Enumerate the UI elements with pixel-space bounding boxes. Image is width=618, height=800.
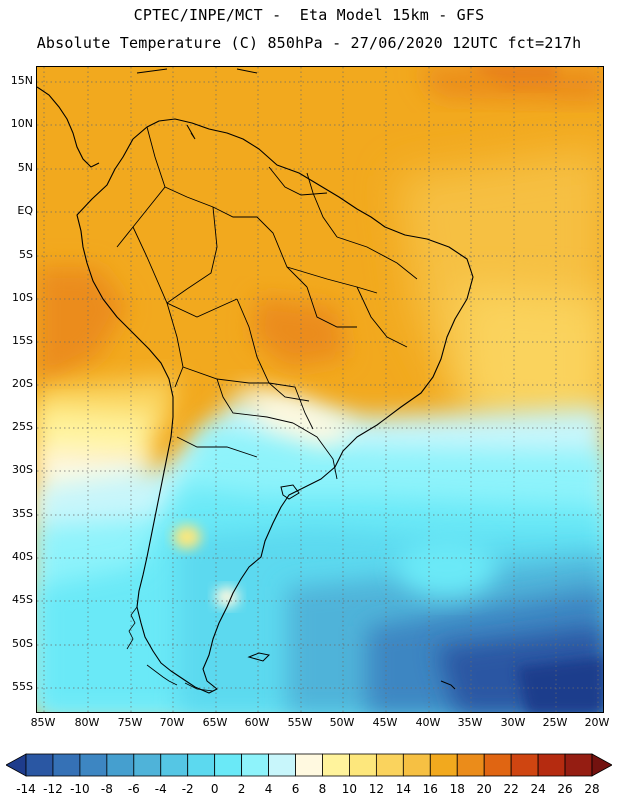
caribbean-coastline [136,68,258,140]
lon-label: 50W [329,716,355,729]
lat-label: 5S [19,248,33,261]
map-canvas [37,67,603,712]
colorbar-swatch [187,753,216,777]
chart-title-line-1: CPTEC/INPE/MCT - Eta Model 15km - GFS [133,6,485,24]
colorbar-swatch [160,753,189,777]
colorbar-label: 4 [264,782,273,796]
colorbar-label: 18 [449,782,465,796]
colorbar-label: 2 [237,782,246,796]
lat-label: 55S [12,680,33,693]
lagoon-uruguay [280,484,300,500]
colorbar-swatch [25,753,54,777]
colorbar-swatch [133,753,162,777]
lat-label: 45S [12,593,33,606]
colorbar-label: 6 [291,782,300,796]
south-georgia [440,680,456,690]
colorbar-label: 12 [368,782,385,796]
lat-label: 40S [12,550,33,563]
country-borders [116,126,418,480]
colorbar-label: 24 [530,782,546,796]
lat-label: 20S [12,377,33,390]
colorbar-swatch [429,753,458,777]
colorbar-label: 16 [422,782,438,796]
colorbar-swatch [214,753,243,777]
colorbar-swatch [402,753,431,777]
colorbar-swatch [52,753,81,777]
lon-label: 85W [30,716,56,729]
colorbar [6,753,612,777]
lon-label: 55W [287,716,313,729]
colorbar-label: 26 [557,782,573,796]
lon-label: 35W [457,716,483,729]
field-continent-warm [252,297,347,367]
colorbar-label: -12 [43,782,63,796]
colorbar-label: -2 [181,782,194,796]
colorbar-label: -14 [16,782,36,796]
lat-label: 25S [12,420,33,433]
colorbar-label: 28 [584,782,600,796]
field-patagonia-patch [173,525,201,549]
colorbar-label: -6 [127,782,140,796]
lon-label: 40W [415,716,441,729]
southern-archipelago [126,606,214,692]
colorbar-arrow-left [6,753,27,777]
lon-label: 70W [159,716,185,729]
lat-label: 5N [17,161,33,174]
field-warm-ne [417,67,603,102]
colorbar-swatch [510,753,539,777]
colorbar-swatch [322,753,350,777]
colorbar-swatch [537,753,566,777]
colorbar-swatch [295,753,323,777]
colorbar-label: 20 [476,782,492,796]
colorbar-arrow-right [591,753,612,777]
lat-label: 50S [12,637,33,650]
colorbar-swatch [106,753,135,777]
field-atlantic-mild [457,287,603,427]
chart-title-line-2: Absolute Temperature (C) 850hPa - 27/06/… [36,34,582,52]
south-america-coastline [76,118,474,694]
field-patagonia-patch-2 [215,587,239,607]
colorbar-swatch [564,753,593,777]
colorbar-swatch [268,753,296,777]
lat-label: 10N [10,117,33,130]
lon-label: 65W [202,716,228,729]
lon-label: 20W [584,716,610,729]
lat-label: 15S [12,334,33,347]
lon-label: 80W [74,716,100,729]
lat-label: EQ [17,204,33,217]
colorbar-swatch [375,753,404,777]
lon-label: 45W [372,716,398,729]
central-america-coastline [37,86,100,168]
colorbar-label: -8 [100,782,113,796]
field-warm-tongue [237,387,357,447]
colorbar-label: 10 [341,782,358,796]
colorbar-label: -4 [154,782,167,796]
lat-label: 10S [12,291,33,304]
temperature-map [36,66,604,713]
colorbar-swatch [79,753,108,777]
colorbar-label: 8 [318,782,327,796]
colorbar-swatch [483,753,512,777]
colorbar-swatch [349,753,377,777]
field-swirl [397,537,497,597]
colorbar-label: -10 [70,782,90,796]
colorbar-swatch [456,753,485,777]
lat-label: 30S [12,463,33,476]
lon-label: 30W [500,716,526,729]
lon-label: 60W [244,716,270,729]
lat-label: 35S [12,507,33,520]
lon-label: 75W [117,716,143,729]
lat-label: 15N [10,74,33,87]
falkland-islands [247,652,271,662]
colorbar-swatch [241,753,269,777]
colorbar-label: 14 [395,782,411,796]
field-cool-m14 [517,657,603,712]
field-pacific-warm [37,267,127,387]
map-gridlines [37,67,603,712]
colorbar-label: 0 [210,782,219,796]
lon-label: 25W [542,716,568,729]
colorbar-label: 22 [503,782,519,796]
